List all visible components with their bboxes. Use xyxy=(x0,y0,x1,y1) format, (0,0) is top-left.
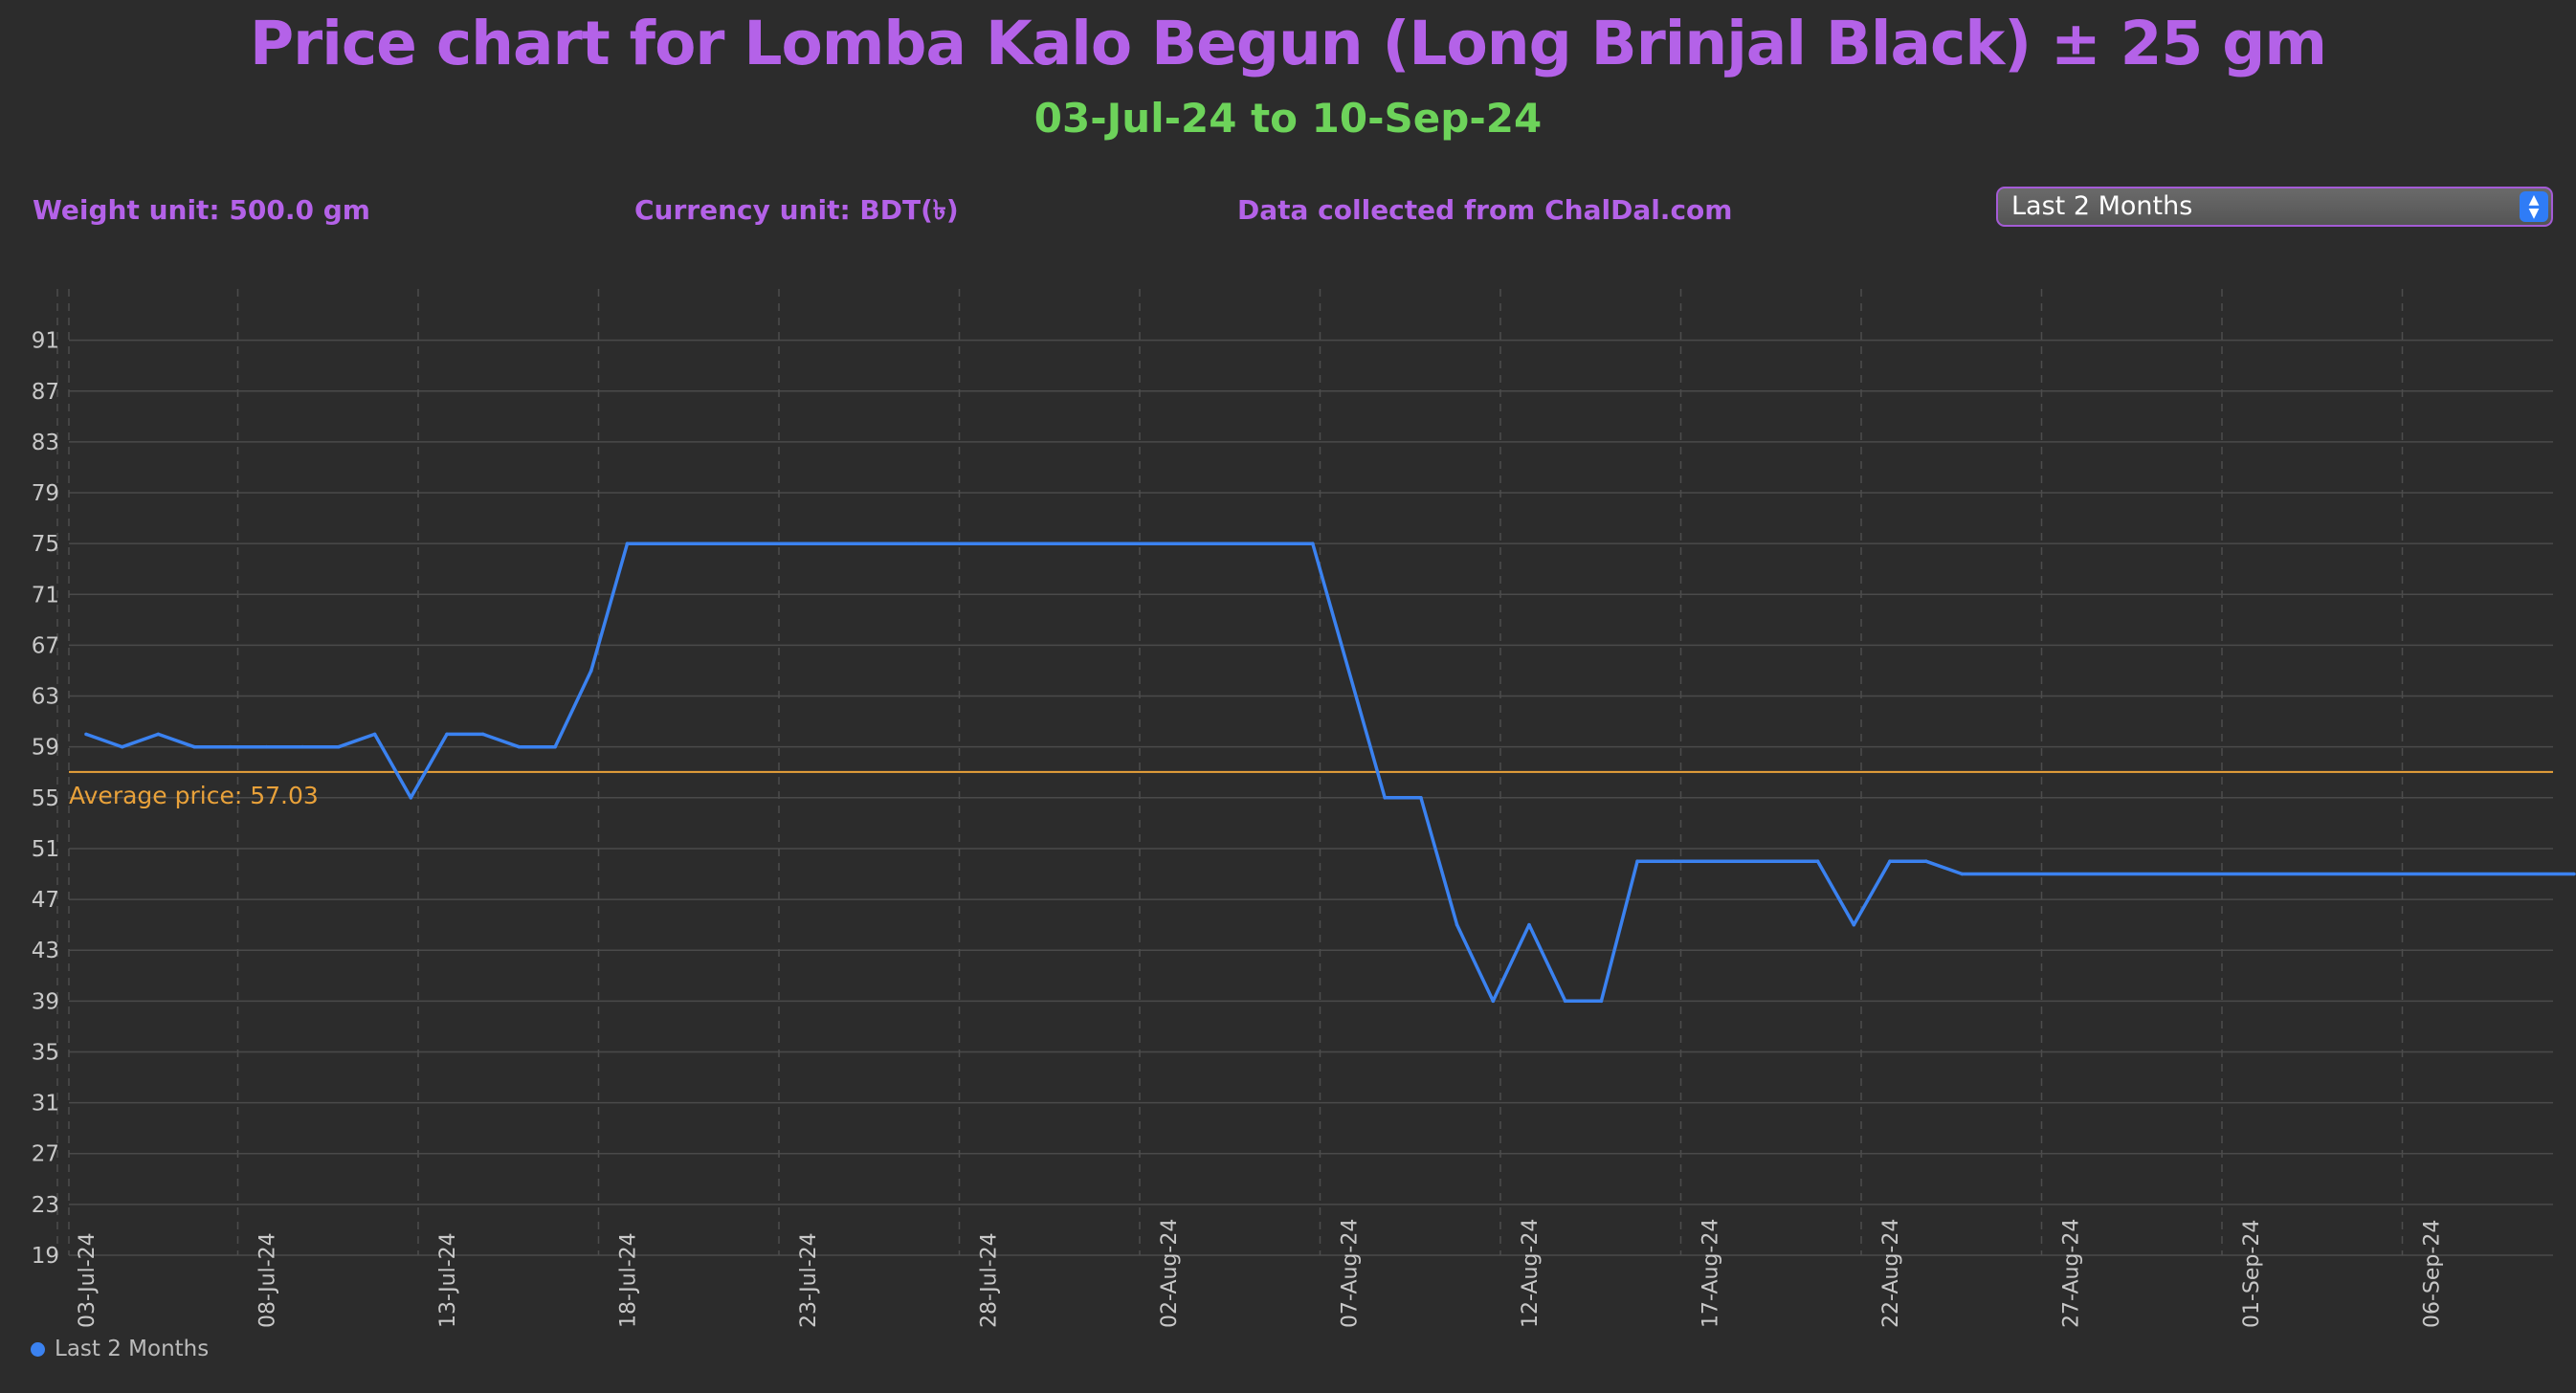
price-point[interactable] xyxy=(1563,999,1567,1004)
y-tick-label: 47 xyxy=(32,888,59,913)
price-point[interactable] xyxy=(156,732,161,737)
price-point[interactable] xyxy=(1383,796,1387,800)
price-point[interactable] xyxy=(264,744,269,749)
page-title: Price chart for Lomba Kalo Begun (Long B… xyxy=(249,9,2327,78)
y-tick-label: 31 xyxy=(32,1092,59,1117)
price-point[interactable] xyxy=(1815,859,1820,864)
y-tick-label: 63 xyxy=(32,685,59,710)
weight-unit-label: Weight unit: 500.0 gm xyxy=(33,194,370,226)
price-point[interactable] xyxy=(1491,999,1496,1004)
y-tick-label: 43 xyxy=(32,939,59,963)
date-range-subtitle: 03-Jul-24 to 10-Sep-24 xyxy=(1033,95,1543,142)
price-point[interactable] xyxy=(1852,922,1856,927)
y-tick-label: 79 xyxy=(32,481,59,506)
x-tick-label: 07-Aug-24 xyxy=(1339,1219,1363,1328)
price-point[interactable] xyxy=(1599,999,1604,1004)
x-tick-label: 27-Aug-24 xyxy=(2060,1219,2084,1328)
y-tick-label: 23 xyxy=(32,1193,59,1218)
legend-series-label: Last 2 Months xyxy=(55,1337,210,1361)
price-point[interactable] xyxy=(914,542,918,545)
x-tick-label: 17-Aug-24 xyxy=(1699,1219,1723,1328)
x-tick-label: 28-Jul-24 xyxy=(978,1232,1002,1328)
y-tick-label: 91 xyxy=(32,329,59,354)
x-tick-label: 23-Jul-24 xyxy=(797,1232,821,1328)
x-tick-label: 02-Aug-24 xyxy=(1158,1219,1182,1328)
price-point[interactable] xyxy=(2572,872,2576,876)
y-tick-label: 83 xyxy=(32,431,59,455)
y-tick-label: 59 xyxy=(32,736,59,761)
y-tick-label: 51 xyxy=(32,837,59,862)
currency-unit-label: Currency unit: BDT(৳) xyxy=(634,194,959,226)
time-range-selected-value: Last 2 Months xyxy=(2011,191,2193,221)
price-point[interactable] xyxy=(372,732,377,737)
time-range-select[interactable]: Last 2 Months ▲ ▼ xyxy=(1996,187,2553,227)
price-point[interactable] xyxy=(1923,859,1928,864)
x-tick-label: 13-Jul-24 xyxy=(436,1232,460,1328)
x-tick-label: 22-Aug-24 xyxy=(1879,1219,1903,1328)
x-tick-label: 06-Sep-24 xyxy=(2421,1220,2445,1328)
x-tick-label: 12-Aug-24 xyxy=(1519,1219,1543,1328)
price-point[interactable] xyxy=(337,744,341,749)
price-point[interactable] xyxy=(1960,872,1965,876)
price-point[interactable] xyxy=(229,744,233,749)
price-point[interactable] xyxy=(409,796,413,800)
chart-legend[interactable]: Last 2 Months xyxy=(31,1334,209,1364)
x-tick-label: 01-Sep-24 xyxy=(2240,1220,2264,1328)
x-tick-label: 03-Jul-24 xyxy=(76,1232,100,1328)
price-point[interactable] xyxy=(517,744,522,749)
price-point[interactable] xyxy=(1455,922,1459,927)
price-point[interactable] xyxy=(589,669,593,673)
price-point[interactable] xyxy=(1527,922,1531,927)
price-point[interactable] xyxy=(553,744,557,749)
price-point[interactable] xyxy=(1672,859,1676,864)
price-point[interactable] xyxy=(1635,859,1639,864)
y-tick-label: 67 xyxy=(32,633,59,658)
average-price-label: Average price: 57.03 xyxy=(69,782,319,809)
y-tick-label: 71 xyxy=(32,583,59,608)
price-point[interactable] xyxy=(120,744,124,749)
y-tick-label: 19 xyxy=(32,1244,59,1269)
legend-series-marker xyxy=(31,1342,45,1357)
y-tick-label: 55 xyxy=(32,786,59,811)
y-tick-label: 27 xyxy=(32,1142,59,1167)
x-tick-label: 18-Jul-24 xyxy=(617,1232,641,1328)
data-source-label: Data collected from ChalDal.com xyxy=(1237,194,1733,226)
price-point[interactable] xyxy=(84,732,88,737)
price-point[interactable] xyxy=(300,744,305,749)
price-point[interactable] xyxy=(1888,859,1892,864)
price-point[interactable] xyxy=(445,732,449,737)
y-tick-label: 35 xyxy=(32,1040,59,1065)
price-point[interactable] xyxy=(480,732,485,737)
y-tick-label: 39 xyxy=(32,989,59,1014)
chevron-up-down-icon[interactable]: ▲ ▼ xyxy=(2520,191,2548,222)
price-point[interactable] xyxy=(1419,796,1423,800)
y-tick-label: 87 xyxy=(32,380,59,405)
y-tick-label: 75 xyxy=(32,532,59,557)
price-point[interactable] xyxy=(192,744,196,749)
price-point[interactable] xyxy=(625,542,630,545)
x-tick-label: 08-Jul-24 xyxy=(256,1232,280,1328)
price-point[interactable] xyxy=(1311,542,1315,545)
